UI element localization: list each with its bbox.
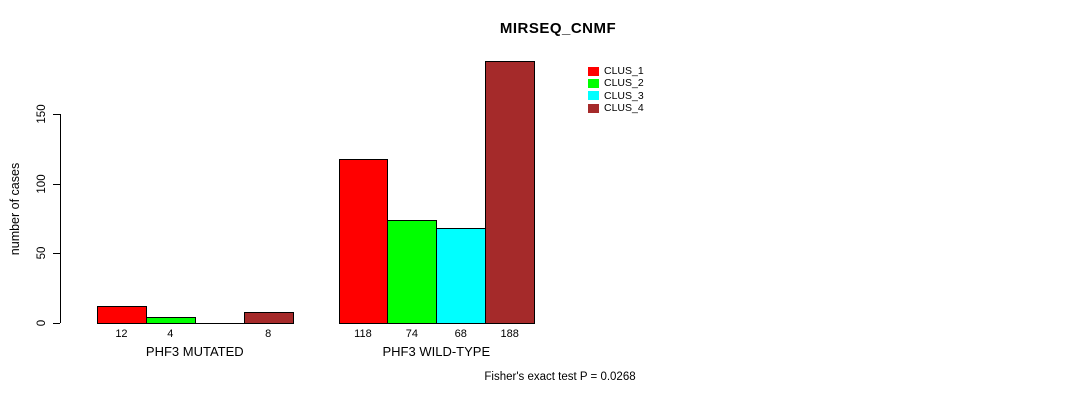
y-axis-label: number of cases [8,162,22,256]
legend-swatch-clus_2 [588,79,599,89]
group-label-wildtype: PHF3 WILD-TYPE [382,344,491,359]
legend-label: CLUS_1 [604,65,644,77]
chart-title: MIRSEQ_CNMF [499,20,617,37]
bar-clus_1-mutated [97,306,147,324]
y-axis-tick-label: 0 [36,319,48,326]
group-label-mutated: PHF3 MUTATED [145,344,244,359]
legend-label: CLUS_3 [604,89,644,102]
legend-label: CLUS_2 [604,77,644,90]
bar-value-label: 4 [167,327,174,340]
bar-value-label: 8 [265,327,272,340]
annotation-text: Fisher's exact test P = 0.0268 [484,371,636,383]
bar-value-label: 118 [354,327,372,340]
y-axis-tick [53,114,60,115]
y-axis-tick-label: 50 [36,246,48,260]
bar-value-label: 74 [405,327,418,340]
legend-swatch-clus_3 [588,91,599,101]
legend-swatch-clus_1 [588,66,599,76]
y-axis-tick-label: 100 [36,173,48,194]
y-axis-line [60,114,61,323]
legend-item-clus_2: CLUS_2 [588,78,644,89]
bar-value-label: 188 [500,327,519,340]
bar-value-label: 12 [115,327,128,340]
legend-item-clus_3: CLUS_3 [588,91,644,102]
bar-clus_2-wildtype [387,219,438,324]
y-axis-tick-label: 150 [36,104,48,124]
bar-clus_3-wildtype [436,228,487,324]
bar-value-label: 68 [454,327,467,340]
y-axis-tick [53,253,60,255]
legend-label: CLUS_4 [604,101,644,114]
bar-clus_2-mutated [145,317,196,324]
y-axis-tick [53,322,60,324]
bar-clus_4-mutated [243,311,294,324]
legend-swatch-clus_4 [588,103,599,113]
legend-item-clus_4: CLUS_4 [588,103,644,114]
bar-clus_4-wildtype [485,61,536,324]
bar-clus_1-wildtype [338,158,389,324]
legend-item-clus_1: CLUS_1 [588,66,644,77]
y-axis-tick [53,183,60,185]
